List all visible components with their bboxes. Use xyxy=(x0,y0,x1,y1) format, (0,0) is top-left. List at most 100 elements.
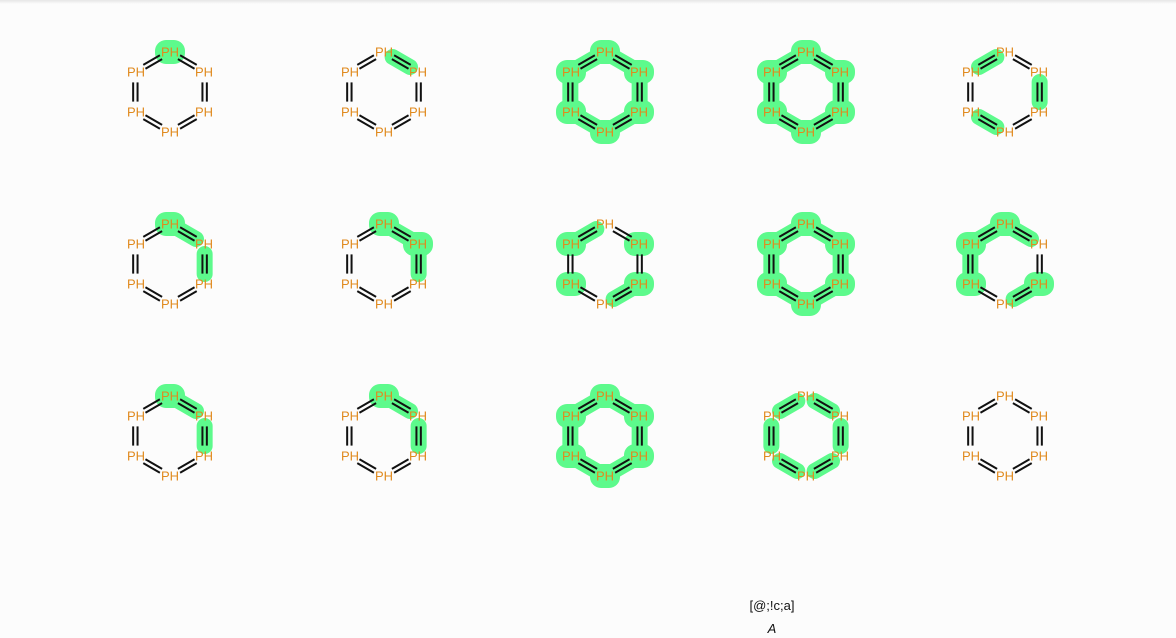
atom-label: PH xyxy=(341,237,359,252)
atom-label: PH xyxy=(596,217,614,232)
molecule-6: PHPHPHPHPHPH xyxy=(127,212,213,312)
atom-label: PH xyxy=(562,409,580,424)
atom-label: PH xyxy=(161,45,179,60)
bond-line xyxy=(357,399,374,409)
atom-label: PH xyxy=(962,409,980,424)
atom-label: PH xyxy=(409,449,427,464)
bond-line xyxy=(1015,463,1032,473)
bond-line xyxy=(143,119,160,129)
bond-line xyxy=(359,59,376,69)
atom-label: PH xyxy=(1030,105,1048,120)
atom-label: PH xyxy=(763,65,781,80)
bond-line xyxy=(180,291,197,301)
atom-label: PH xyxy=(341,105,359,120)
atom-label: PH xyxy=(763,237,781,252)
bond-line xyxy=(359,459,376,469)
bond-line xyxy=(1013,459,1030,469)
atom-label: PH xyxy=(763,449,781,464)
bond-line xyxy=(980,459,997,469)
molecule-5: PHPHPHPHPHPH xyxy=(962,45,1048,140)
atom-label: PH xyxy=(195,105,213,120)
atom-label: PH xyxy=(127,449,145,464)
atom-label: PH xyxy=(161,389,179,404)
bond-line xyxy=(978,291,995,301)
atom-label: PH xyxy=(630,237,648,252)
molecule-1: PH PH PH PH PH PH xyxy=(127,40,213,140)
atom-label: PH xyxy=(161,125,179,140)
bond-line xyxy=(980,403,997,413)
bond-line xyxy=(394,463,411,473)
bond-line xyxy=(178,459,195,469)
bond-line xyxy=(178,115,195,125)
molecule-4: PH PH PH PH PH PH xyxy=(757,40,855,144)
atom-label: PH xyxy=(127,105,145,120)
bond-line xyxy=(180,55,197,65)
atom-label: PH xyxy=(195,237,213,252)
atom-label: PH xyxy=(630,65,648,80)
bond-line xyxy=(145,115,162,125)
bond-line xyxy=(1013,403,1030,413)
atom-label: PH xyxy=(1030,65,1048,80)
atom-label: PH xyxy=(1030,277,1048,292)
atom-label: PH xyxy=(1030,409,1048,424)
bond-line xyxy=(392,459,409,469)
bond-line xyxy=(143,463,160,473)
bond-line xyxy=(143,55,160,65)
atom-label: PH xyxy=(161,217,179,232)
molecule-13: PHPHPHPHPHPH xyxy=(556,384,654,488)
molecule-12: PHPHPHPHPHPH xyxy=(341,384,427,484)
atom-label: PH xyxy=(409,105,427,120)
bond-line xyxy=(359,287,376,297)
bond-line xyxy=(578,291,595,301)
atom-label: PH xyxy=(996,45,1014,60)
atom-label: PH xyxy=(831,409,849,424)
atom-label: PH xyxy=(763,409,781,424)
atom-label: PH xyxy=(797,45,815,60)
atom-label: PH xyxy=(962,449,980,464)
atom-label: PH xyxy=(562,237,580,252)
top-shadow xyxy=(0,0,1176,4)
atom-label: PH xyxy=(962,105,980,120)
atom-label: PH xyxy=(797,297,815,312)
bond-line xyxy=(143,227,160,237)
atom-label: PH xyxy=(962,277,980,292)
bond-line xyxy=(359,403,376,413)
atom-label: PH xyxy=(127,65,145,80)
bond-line xyxy=(359,231,376,241)
bond-line xyxy=(143,399,160,409)
molecule-11: PH PH PH PH PH PH xyxy=(127,384,213,484)
molecule-2: PH PH PH PH PH PH xyxy=(341,45,427,140)
molecule-9: PHPHPHPHPHPH xyxy=(757,212,855,316)
molecule-14: PHPHPHPHPHPH xyxy=(763,389,849,484)
bond-line xyxy=(394,119,411,129)
atom-label: PH xyxy=(127,237,145,252)
bond-line xyxy=(1013,115,1030,125)
atom-label: PH xyxy=(630,449,648,464)
bond-line xyxy=(978,463,995,473)
molecule-15: PHPHPHPHPHPH xyxy=(962,389,1048,484)
atom-label: PH xyxy=(596,389,614,404)
query-caption-label: A xyxy=(700,621,844,636)
atom-label: PH xyxy=(375,389,393,404)
atom-label: PH xyxy=(161,469,179,484)
atom-label: PH xyxy=(1030,449,1048,464)
bond-line xyxy=(143,291,160,301)
atom-label: PH xyxy=(409,409,427,424)
atom-label: PH xyxy=(831,277,849,292)
bond-line xyxy=(1015,55,1032,65)
atom-label: PH xyxy=(763,105,781,120)
atom-label: PH xyxy=(195,409,213,424)
molecule-8: PHPHPHPHPHPH xyxy=(556,217,654,312)
bond-line xyxy=(145,231,162,241)
atom-label: PH xyxy=(630,277,648,292)
bond-line xyxy=(357,463,374,473)
atom-label: PH xyxy=(127,409,145,424)
bond-line xyxy=(1013,59,1030,69)
atom-label: PH xyxy=(1030,237,1048,252)
atom-label: PH xyxy=(831,65,849,80)
atom-label: PH xyxy=(996,297,1014,312)
atom-label: PH xyxy=(127,277,145,292)
atom-label: PH xyxy=(630,409,648,424)
bond-line xyxy=(394,291,411,301)
